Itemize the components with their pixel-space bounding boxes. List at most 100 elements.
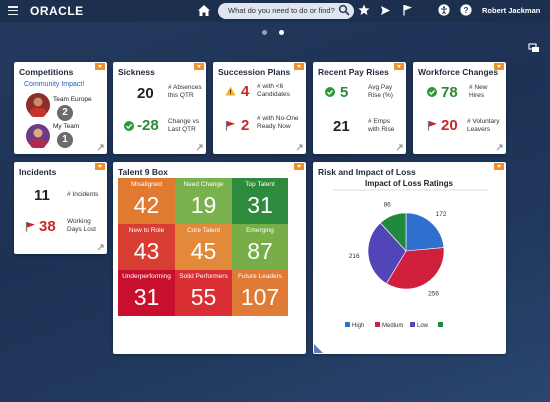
tile-menu-icon[interactable] [95, 163, 105, 170]
chart-title: Impact of Loss Ratings [365, 179, 454, 188]
expand-icon[interactable] [97, 144, 104, 151]
tile-menu-icon[interactable] [494, 63, 504, 70]
competitions-tile[interactable]: Competitions Community Impact! Team Euro… [14, 62, 107, 154]
tile-title: Succession Plans [218, 67, 291, 77]
expand-icon[interactable] [496, 144, 503, 151]
talent-box-cell[interactable]: New to Role 43 [118, 224, 175, 270]
tile-menu-icon[interactable] [294, 63, 304, 70]
tile-menu-icon[interactable] [394, 63, 404, 70]
new-hires-label: # New Hires [469, 84, 488, 100]
pie-slice[interactable] [367, 222, 407, 284]
talent-box-label: Emerging [246, 227, 274, 234]
absences-label: # Absences this QTR [168, 84, 202, 100]
home-icon[interactable] [197, 4, 211, 17]
talent-box-cell[interactable]: Underperforming 31 [118, 270, 175, 316]
talent-box-value: 31 [133, 284, 160, 310]
tile-title: Talent 9 Box [118, 167, 168, 177]
talent-box-cell[interactable]: Core Talent 45 [175, 224, 232, 270]
page-dot-2[interactable] [279, 30, 284, 35]
talent-box-cell[interactable]: Emerging 87 [232, 224, 288, 270]
check-icon [427, 87, 437, 97]
team-europe-rank: 2 [57, 105, 73, 121]
send-icon[interactable] [380, 5, 391, 16]
avg-rise-value: 5 [340, 84, 349, 101]
red-flag-icon [225, 121, 235, 131]
talent-box-label: Underperforming [122, 273, 171, 280]
tile-menu-icon[interactable] [494, 163, 504, 170]
sickness-tile[interactable]: Sickness 20 # Absences this QTR -28 Chang… [113, 62, 206, 154]
tile-menu-icon[interactable] [95, 63, 105, 70]
risk-impact-tile[interactable]: Risk and Impact of Loss Impact of Loss R… [313, 162, 506, 354]
new-hires-value: 78 [441, 84, 458, 101]
tile-menu-icon[interactable] [294, 163, 304, 170]
personalize-icon[interactable] [528, 42, 540, 54]
talent-box-label: Core Talent [186, 227, 221, 234]
talent-box-cell[interactable]: Top Talent 31 [232, 178, 288, 224]
my-team-label: My Team [53, 123, 80, 130]
talent-grid: Misaligned 42 Need Change 19 Top Talent 31 New… [118, 178, 288, 316]
absences-value: 20 [137, 85, 154, 102]
menu-icon[interactable] [8, 6, 18, 16]
expand-icon[interactable] [296, 144, 303, 151]
legend-swatch[interactable] [410, 322, 415, 327]
expand-icon[interactable] [196, 144, 203, 151]
tile-title: Sickness [118, 67, 155, 77]
change-label: Change vs Last QTR [168, 118, 200, 134]
succession-plans-tile[interactable]: Succession Plans 4 # with <6 Candidates … [213, 62, 306, 154]
pie-slice[interactable] [379, 212, 407, 252]
avg-rise-label: Avg Pay Rise (%) [368, 84, 393, 100]
pie-slice-label: 86 [384, 201, 392, 208]
incidents-tile[interactable]: Incidents 11 # Incidents 38 Working Days … [14, 162, 107, 254]
pie-slice[interactable] [385, 247, 445, 290]
resize-corner-icon[interactable] [314, 344, 323, 353]
tile-menu-icon[interactable] [194, 63, 204, 70]
talent-box-cell[interactable]: Need Change 19 [175, 178, 232, 224]
help-icon[interactable]: ? [460, 4, 472, 16]
emps-rise-value: 21 [333, 118, 350, 135]
incidents-label: # Incidents [67, 191, 99, 198]
legend-label: Low [417, 323, 429, 329]
page-indicator[interactable] [262, 30, 284, 35]
pie-slice-label: 256 [428, 290, 439, 297]
community-impact-link[interactable]: Community Impact! [24, 81, 85, 88]
impact-of-loss-pie-chart: Impact of Loss Ratings 172 256 216 86 High Med… [333, 179, 488, 329]
page-dot-1[interactable] [262, 30, 267, 35]
accessibility-icon[interactable] [438, 4, 450, 16]
talent-box-cell[interactable]: Misaligned 42 [118, 178, 175, 224]
legend-label: High [352, 323, 364, 329]
talent-9-box-tile[interactable]: Talent 9 Box Misaligned 42 Need Change 19 To… [113, 162, 306, 354]
pie-slice[interactable] [405, 212, 445, 252]
leavers-label: # Voluntary Leavers [467, 118, 500, 134]
workforce-changes-tile[interactable]: Workforce Changes 78 # New Hires 20 # Vol… [413, 62, 506, 154]
legend-swatch[interactable] [375, 322, 380, 327]
expand-icon[interactable] [97, 244, 104, 251]
my-team-rank: 1 [57, 132, 73, 148]
team-europe-label: Team Europe [53, 96, 92, 103]
pie-slice-label: 216 [349, 253, 360, 260]
tile-title: Incidents [19, 167, 57, 177]
search-icon[interactable] [338, 4, 350, 16]
legend-swatch[interactable] [438, 322, 443, 327]
search-input[interactable]: What do you need to do or find? [218, 3, 354, 19]
days-lost-value: 38 [39, 218, 56, 235]
talent-box-value: 45 [190, 238, 217, 264]
tile-title: Recent Pay Rises [318, 67, 389, 77]
recent-pay-rises-tile[interactable]: Recent Pay Rises 5 Avg Pay Rise (%) 21 # … [313, 62, 406, 154]
my-team-avatar [26, 124, 50, 148]
legend-swatch[interactable] [345, 322, 350, 327]
expand-icon[interactable] [396, 144, 403, 151]
talent-box-label: Top Talent [245, 181, 275, 188]
incidents-value: 11 [34, 187, 50, 204]
talent-box-value: 31 [247, 192, 273, 218]
leavers-value: 20 [441, 117, 458, 134]
warning-icon [225, 86, 236, 96]
talent-box-cell[interactable]: Solid Performers 55 [175, 270, 232, 316]
legend-label: Medium [382, 323, 403, 329]
talent-box-label: New to Role [128, 227, 165, 234]
talent-box-cell[interactable]: Future Leaders 107 [232, 270, 288, 316]
talent-box-value: 19 [190, 192, 217, 218]
user-name[interactable]: Robert Jackman [482, 6, 541, 15]
favorites-icon[interactable] [358, 4, 370, 16]
notifications-flag-icon[interactable] [402, 4, 413, 16]
red-flag-icon [25, 222, 35, 232]
